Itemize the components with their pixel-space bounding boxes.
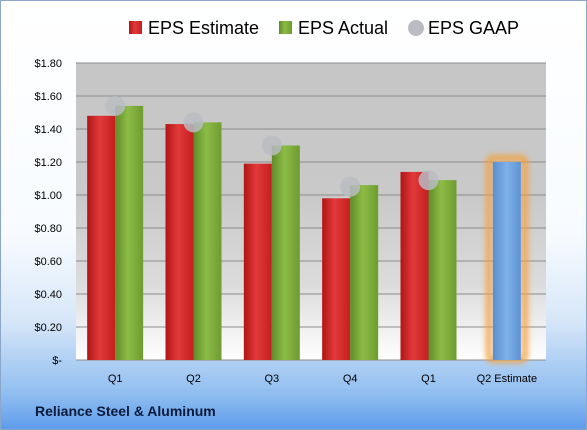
legend-label: EPS Actual (298, 18, 388, 38)
legend-swatch (129, 21, 142, 34)
y-tick-label: $1.20 (34, 157, 62, 169)
bar-eps-estimate (87, 115, 116, 360)
x-tick-label: Q1 (421, 373, 436, 385)
y-tick-label: $- (52, 355, 62, 367)
x-tick-label: Q2 Estimate (477, 373, 538, 385)
legend-swatch (279, 21, 292, 34)
marker-eps-gaap (105, 95, 126, 116)
y-tick-label: $0.60 (34, 256, 62, 268)
bar-eps-actual (350, 185, 379, 360)
bar-eps-actual (271, 145, 300, 360)
legend-label: EPS Estimate (148, 18, 259, 38)
bar-eps-actual (193, 122, 222, 361)
legend-swatch (408, 20, 424, 36)
bar-eps-actual (115, 105, 144, 361)
bar-eps-estimate (400, 171, 429, 360)
y-tick-label: $1.00 (34, 190, 62, 202)
marker-eps-gaap (261, 135, 282, 156)
x-tick-label: Q2 (186, 373, 201, 385)
bar-q2-estimate (492, 162, 521, 360)
marker-eps-gaap (340, 176, 361, 197)
marker-eps-gaap (183, 112, 204, 133)
y-tick-label: $1.80 (34, 58, 62, 70)
bar-eps-estimate (243, 163, 272, 360)
legend-label: EPS GAAP (428, 18, 519, 38)
plot-area (76, 63, 546, 360)
bar-eps-estimate (322, 198, 351, 360)
company-name: Reliance Steel & Aluminum (35, 403, 216, 419)
y-tick-label: $0.20 (34, 322, 62, 334)
x-tick-label: Q1 (108, 373, 123, 385)
y-tick-label: $0.40 (34, 289, 62, 301)
y-tick-label: $0.80 (34, 223, 62, 235)
bar-eps-estimate (165, 124, 194, 360)
y-tick-label: $1.60 (34, 91, 62, 103)
marker-eps-gaap (418, 170, 439, 191)
bar-eps-actual (428, 180, 457, 360)
x-tick-label: Q3 (264, 373, 279, 385)
x-tick-label: Q4 (343, 373, 358, 385)
y-tick-label: $1.40 (34, 124, 62, 136)
